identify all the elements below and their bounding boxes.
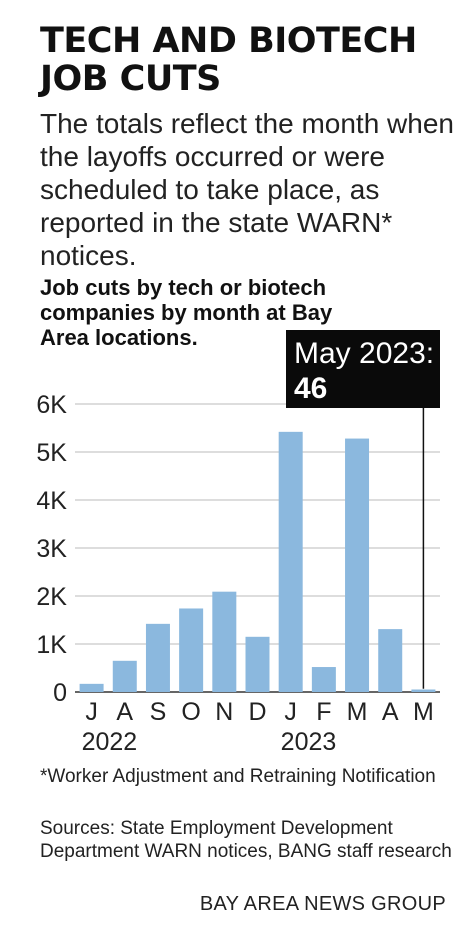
credit: BAY AREA NEWS GROUP bbox=[199, 893, 446, 915]
x-tick-label: J bbox=[85, 698, 98, 726]
x-tick-label: A bbox=[382, 698, 399, 726]
x-tick-label: M bbox=[413, 698, 434, 726]
y-axis-tick-labels: 0 1K 2K 3K 4K 5K 6K bbox=[36, 391, 67, 707]
y-tick-label: 3K bbox=[36, 535, 67, 563]
x-tick-label: S bbox=[150, 698, 167, 726]
x-tick-label: O bbox=[181, 698, 200, 726]
sources: Sources: State Employment Development De… bbox=[40, 818, 452, 862]
chart-heading: Job cuts by tech or biotech companies by… bbox=[40, 275, 333, 350]
year-labels: 2022 2023 bbox=[82, 728, 337, 756]
y-tick-label: 4K bbox=[36, 487, 67, 515]
bar bbox=[278, 431, 303, 692]
callout-value: 46 bbox=[294, 372, 327, 405]
y-tick-label: 0 bbox=[53, 679, 67, 707]
x-tick-label: J bbox=[284, 698, 297, 726]
year-label: 2022 bbox=[82, 728, 138, 756]
callout-label: May 2023: bbox=[294, 337, 434, 370]
callout-box bbox=[286, 330, 440, 408]
bar bbox=[311, 667, 336, 692]
callout: May 2023: 46 bbox=[286, 330, 440, 689]
bar bbox=[179, 608, 204, 692]
x-tick-label: M bbox=[347, 698, 368, 726]
bar bbox=[411, 689, 436, 692]
bar bbox=[212, 591, 237, 692]
bar bbox=[79, 683, 104, 692]
chart-subtitle: The totals reflect the month when the la… bbox=[40, 108, 454, 271]
year-label: 2023 bbox=[281, 728, 337, 756]
bar bbox=[145, 623, 170, 692]
y-tick-label: 2K bbox=[36, 583, 67, 611]
bar bbox=[345, 438, 370, 692]
bar bbox=[245, 636, 270, 692]
chart-title: TECH AND BIOTECH JOB CUTS bbox=[40, 21, 417, 99]
x-tick-label: D bbox=[248, 698, 266, 726]
bars bbox=[79, 431, 436, 692]
y-tick-label: 5K bbox=[36, 439, 67, 467]
footnote: *Worker Adjustment and Retraining Notifi… bbox=[40, 766, 436, 787]
x-tick-label: N bbox=[215, 698, 233, 726]
x-tick-label: A bbox=[116, 698, 133, 726]
bar bbox=[378, 629, 403, 692]
y-tick-label: 1K bbox=[36, 631, 67, 659]
bar bbox=[112, 660, 137, 692]
y-tick-label: 6K bbox=[36, 391, 67, 419]
x-tick-label: F bbox=[316, 698, 331, 726]
